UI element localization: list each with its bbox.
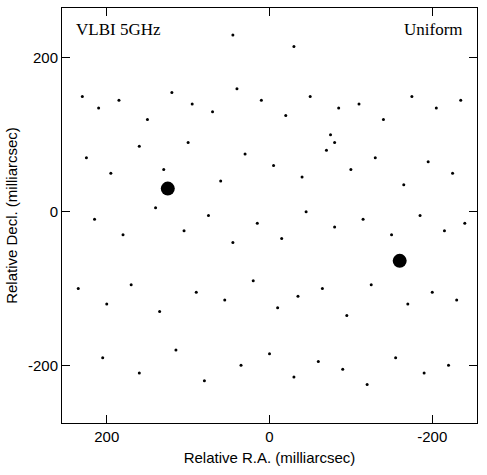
svg-text:0: 0 [265, 428, 273, 445]
svg-text:-200: -200 [28, 357, 58, 374]
svg-text:VLBI 5GHz: VLBI 5GHz [76, 20, 161, 39]
svg-text:Relative R.A. (milliarcsec): Relative R.A. (milliarcsec) [184, 449, 356, 466]
svg-text:200: 200 [33, 49, 58, 66]
svg-text:0: 0 [50, 203, 58, 220]
svg-text:-200: -200 [417, 428, 447, 445]
svg-text:Relative Decl. (milliarcsec): Relative Decl. (milliarcsec) [3, 127, 20, 304]
svg-text:Uniform: Uniform [404, 20, 463, 39]
svg-text:200: 200 [94, 428, 119, 445]
